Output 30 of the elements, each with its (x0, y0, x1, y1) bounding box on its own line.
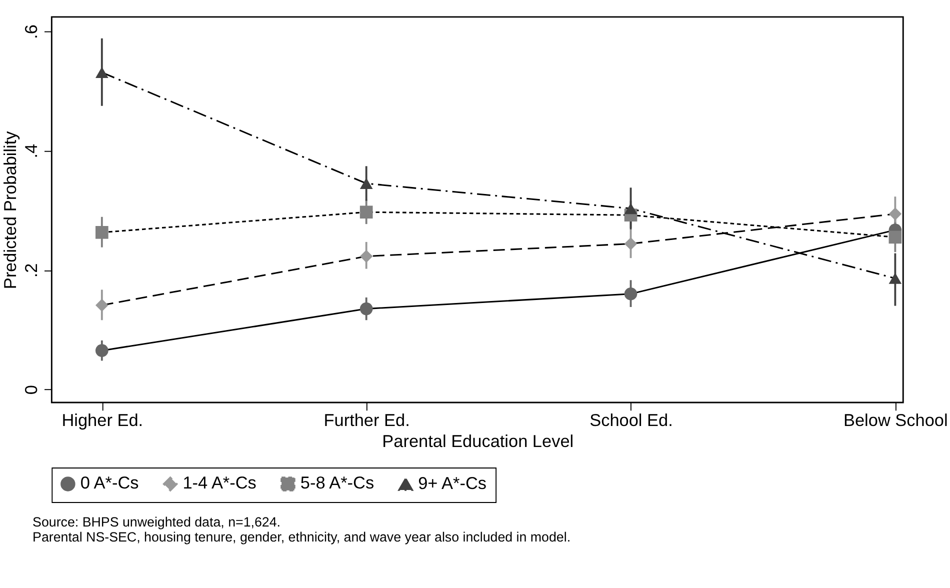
legend-label: 0 A*-Cs (80, 472, 139, 493)
legend-label: 5-8 A*-Cs (300, 472, 374, 493)
source-note: Source: BHPS unweighted data, n=1,624. (32, 514, 281, 530)
point (888, 272, 902, 284)
point (360, 302, 373, 316)
point (360, 250, 373, 263)
y-tick-label: .6 (20, 24, 41, 39)
text: Parental NS-SEC, housing tenure, gender, ethnicity, and wave year also included in model. (32, 530, 571, 545)
legend-label: 9+ A*-Cs (418, 473, 487, 494)
point (360, 178, 373, 190)
point (624, 287, 638, 300)
point (95, 226, 108, 239)
point (95, 66, 108, 78)
x-axis-title: Parental Education Level (382, 430, 574, 451)
legend-label: 1-4 A*-Cs (182, 472, 256, 493)
point (360, 206, 373, 219)
point (624, 202, 638, 214)
x-tick-label: Below School (843, 410, 948, 430)
y-tick-label: 0 (20, 385, 41, 395)
point (888, 207, 902, 220)
y-tick-label: .4 (20, 144, 41, 158)
y-tick-label: .2 (20, 263, 41, 278)
point (95, 344, 108, 357)
point (888, 230, 902, 244)
x-tick-label: School Ed. (590, 410, 673, 430)
x-tick-label: Further Ed. (324, 410, 410, 430)
y-axis-title: Predicted Probability (0, 130, 20, 290)
x-tick-label: Higher Ed. (62, 410, 144, 430)
point (624, 237, 638, 250)
point (95, 298, 108, 312)
